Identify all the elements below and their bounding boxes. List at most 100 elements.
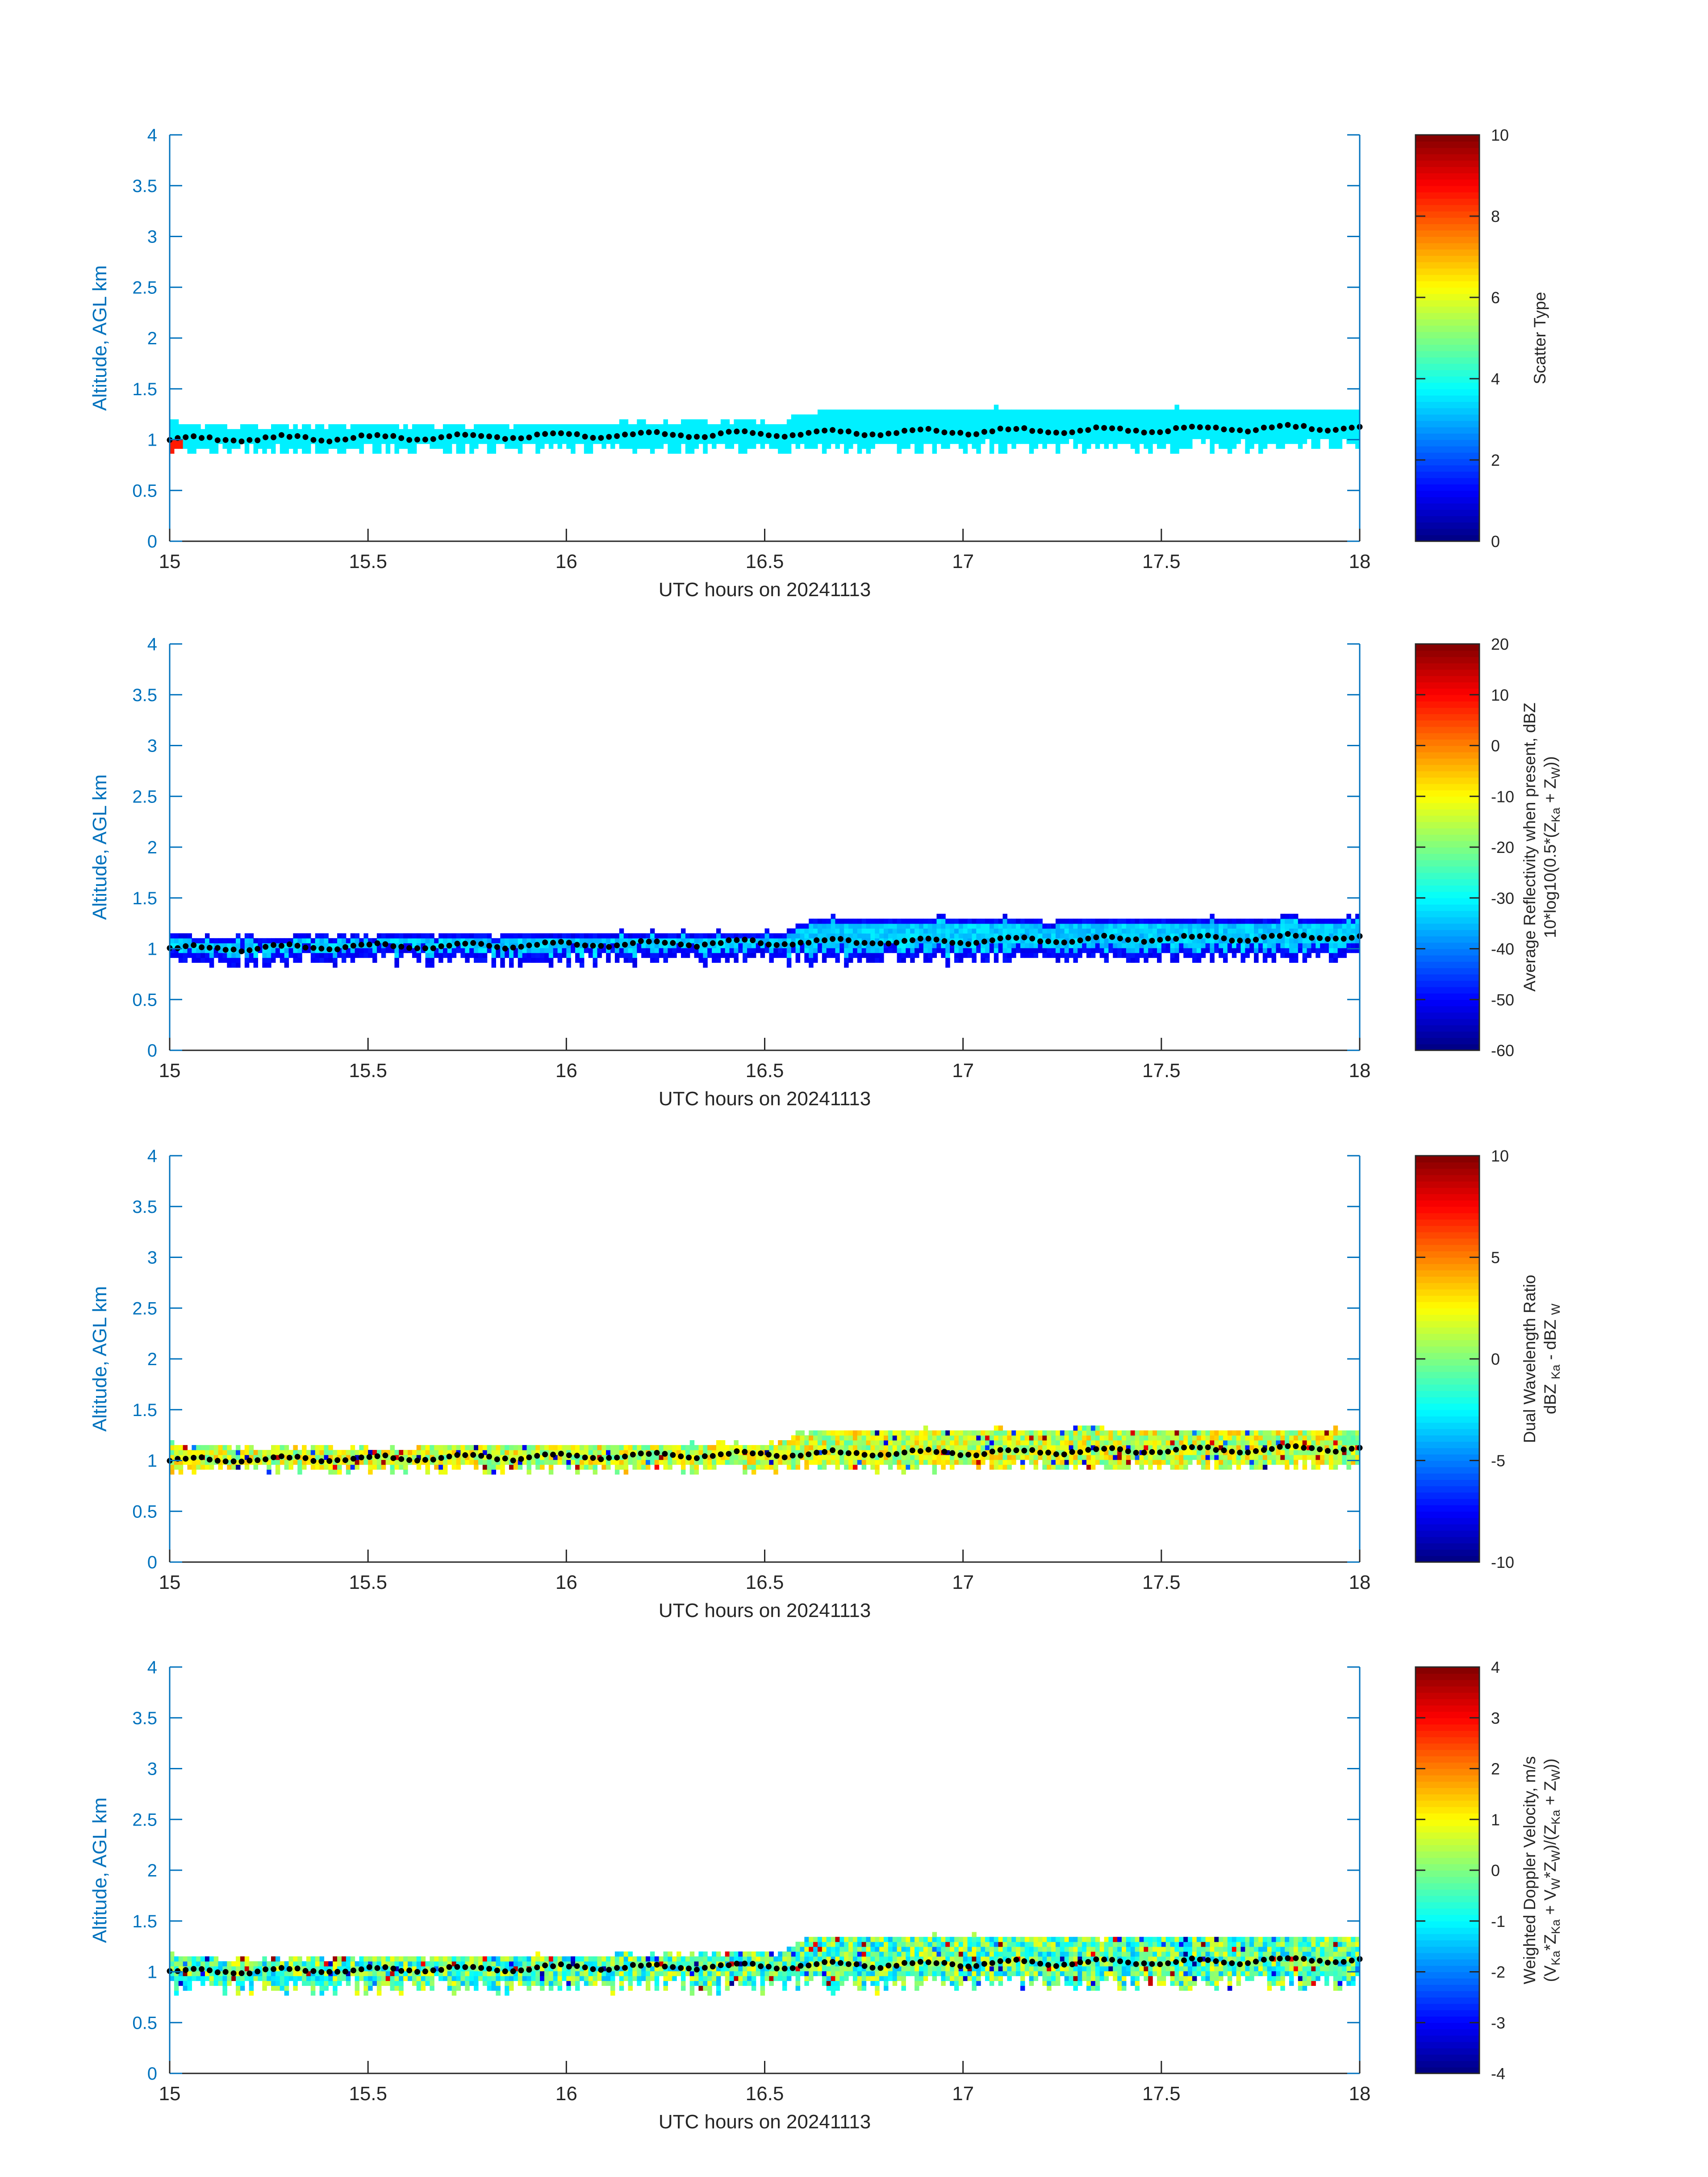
heatmap-cell — [306, 439, 311, 444]
heatmap-cell — [1117, 919, 1122, 924]
heatmap-cell — [425, 1445, 430, 1450]
heatmap-cell — [1153, 943, 1157, 949]
heatmap-cell — [1126, 919, 1131, 924]
heatmap-cell — [720, 943, 726, 949]
heatmap-cell — [1298, 419, 1303, 425]
heatmap-cell — [451, 938, 457, 944]
heatmap-cell — [218, 1459, 223, 1465]
heatmap-cell — [998, 928, 1003, 934]
heatmap-cell — [253, 938, 259, 944]
heatmap-cell — [967, 919, 973, 924]
heatmap-cell — [548, 948, 554, 953]
heatmap-cell — [438, 938, 443, 944]
heatmap-cell — [231, 434, 236, 439]
heatmap-cell — [994, 933, 999, 939]
heatmap-cell — [989, 943, 994, 949]
colorbar-segment — [1416, 160, 1479, 167]
heatmap-cell — [1144, 923, 1148, 929]
heatmap-cell — [192, 1450, 196, 1455]
heatmap-cell — [1307, 943, 1312, 949]
cloud-base-point — [710, 433, 716, 439]
heatmap-cell — [967, 414, 973, 420]
heatmap-cell — [681, 429, 686, 435]
heatmap-cell — [809, 919, 814, 924]
heatmap-cell — [813, 943, 818, 949]
heatmap-cell — [764, 439, 769, 444]
heatmap-cell — [324, 434, 329, 439]
heatmap-cell — [518, 1464, 523, 1470]
heatmap-cell — [293, 1445, 298, 1450]
heatmap-cell — [553, 439, 558, 444]
heatmap-cell — [848, 923, 853, 929]
heatmap-cell — [747, 419, 752, 425]
heatmap-cell — [606, 1459, 611, 1465]
colorbar-segment — [1416, 968, 1479, 975]
heatmap-cell — [795, 424, 801, 430]
heatmap-cell — [1302, 943, 1307, 949]
cloud-base-point — [1317, 935, 1323, 941]
cloud-base-point — [1205, 932, 1211, 939]
heatmap-cell — [1113, 439, 1118, 444]
heatmap-cell — [1161, 919, 1166, 924]
heatmap-cell — [451, 439, 457, 444]
heatmap-cell — [1342, 409, 1347, 415]
heatmap-cell — [579, 1459, 585, 1465]
heatmap-cell — [870, 424, 875, 430]
heatmap-cell — [416, 434, 422, 439]
heatmap-cell — [884, 439, 889, 444]
heatmap-cell — [491, 1450, 497, 1455]
heatmap-cell — [760, 1459, 765, 1465]
heatmap-cell — [1073, 414, 1078, 420]
heatmap-cell — [1280, 914, 1285, 919]
heatmap-cell — [685, 948, 690, 953]
heatmap-cell — [460, 953, 465, 958]
heatmap-cell — [1161, 928, 1166, 934]
colorbar-segment — [1416, 949, 1479, 956]
heatmap-cell — [170, 1440, 175, 1446]
heatmap-cell — [932, 434, 937, 439]
heatmap-cell — [522, 1445, 527, 1450]
colorbar-segment — [1416, 306, 1479, 313]
heatmap-cell — [271, 938, 276, 944]
heatmap-cell — [1271, 928, 1277, 934]
cloud-base-point — [318, 945, 325, 952]
heatmap-cell — [1351, 943, 1356, 949]
cloud-base-point — [1093, 424, 1099, 430]
heatmap-cell — [1090, 414, 1096, 420]
heatmap-cell — [205, 957, 210, 963]
cloud-base-point — [1253, 427, 1259, 433]
heatmap-cell — [835, 439, 840, 444]
heatmap-cell — [478, 953, 483, 958]
heatmap-cell — [1328, 429, 1334, 435]
heatmap-cell — [786, 962, 792, 968]
heatmap-cell — [976, 434, 981, 439]
heatmap-cell — [1307, 434, 1312, 439]
heatmap-cell — [857, 443, 862, 449]
cloud-base-point — [334, 437, 341, 443]
cloud-base-point — [382, 433, 388, 439]
heatmap-cell — [1033, 933, 1039, 939]
heatmap-cell — [817, 414, 823, 420]
heatmap-cell — [650, 1450, 655, 1455]
heatmap-cell — [764, 938, 769, 944]
heatmap-cell — [786, 928, 792, 934]
heatmap-cell — [954, 409, 959, 415]
cloud-base-point — [734, 428, 740, 435]
heatmap-cell — [1188, 434, 1193, 439]
heatmap-cell — [1055, 948, 1061, 953]
heatmap-cell — [456, 443, 461, 449]
cloud-base-point — [1221, 935, 1227, 941]
heatmap-cell — [1223, 928, 1228, 934]
heatmap-cell — [1174, 439, 1179, 444]
heatmap-cell — [637, 434, 642, 439]
heatmap-cell — [1122, 953, 1127, 958]
heatmap-cell — [341, 948, 347, 953]
heatmap-cell — [1355, 948, 1360, 953]
heatmap-cell — [839, 948, 844, 953]
heatmap-cell — [1293, 409, 1299, 415]
heatmap-cell — [205, 933, 210, 939]
heatmap-cell — [584, 443, 589, 449]
heatmap-cell — [813, 439, 818, 444]
heatmap-cell — [800, 1450, 805, 1455]
heatmap-cell — [1024, 938, 1030, 944]
